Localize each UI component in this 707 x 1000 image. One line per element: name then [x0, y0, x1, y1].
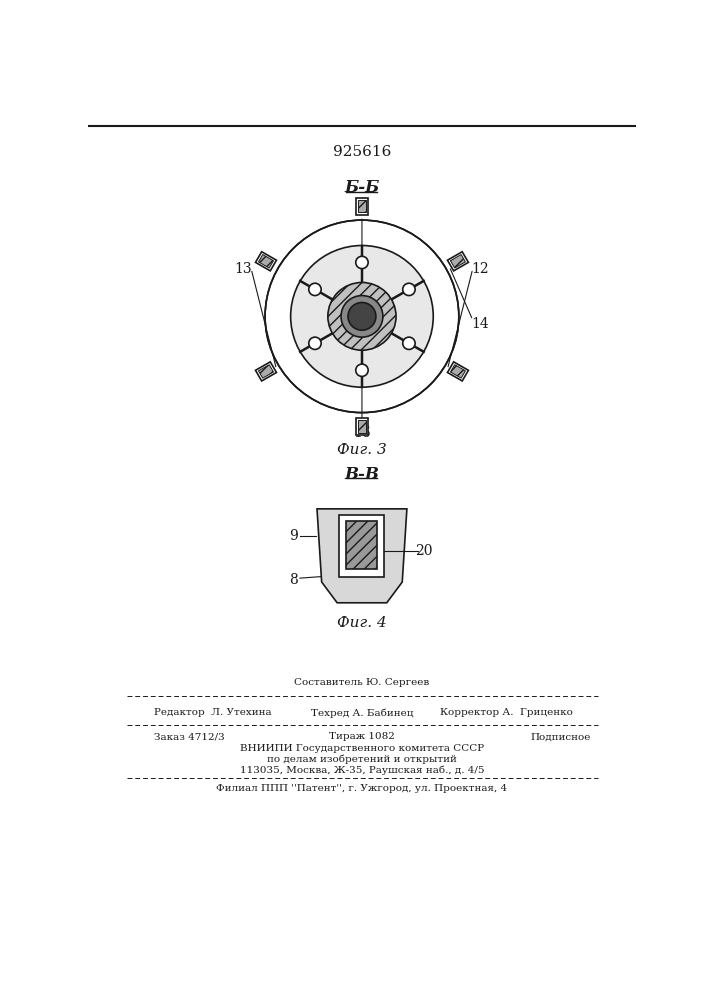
Polygon shape	[450, 365, 465, 378]
Text: 113035, Москва, Ж-35, Раушская наб., д. 4/5: 113035, Москва, Ж-35, Раушская наб., д. …	[240, 765, 484, 775]
Circle shape	[356, 364, 368, 376]
Polygon shape	[317, 509, 407, 603]
Circle shape	[341, 296, 383, 337]
Text: 925616: 925616	[333, 145, 391, 159]
Text: 16: 16	[353, 426, 370, 440]
Circle shape	[348, 302, 376, 330]
Text: Редактор  Л. Утехина: Редактор Л. Утехина	[154, 708, 272, 717]
Polygon shape	[358, 420, 366, 433]
Text: 20: 20	[415, 544, 433, 558]
Polygon shape	[356, 418, 368, 435]
Circle shape	[403, 337, 415, 349]
Circle shape	[328, 282, 396, 350]
Text: Подписное: Подписное	[530, 732, 590, 741]
Text: 8: 8	[289, 573, 298, 587]
Polygon shape	[448, 362, 469, 381]
Polygon shape	[450, 255, 465, 268]
Text: 14: 14	[472, 317, 489, 331]
Text: ВНИИПИ Государственного комитета СССР: ВНИИПИ Государственного комитета СССР	[240, 744, 484, 753]
Bar	[339, 515, 385, 577]
Circle shape	[309, 337, 321, 349]
Text: В-В: В-В	[344, 466, 380, 483]
Text: 12: 12	[472, 262, 489, 276]
Circle shape	[356, 256, 368, 269]
Text: по делам изобретений и открытий: по делам изобретений и открытий	[267, 754, 457, 764]
Text: Б-Б: Б-Б	[344, 179, 380, 196]
Polygon shape	[255, 362, 276, 381]
Circle shape	[403, 283, 415, 296]
Text: Заказ 4712/3: Заказ 4712/3	[154, 732, 225, 741]
Polygon shape	[356, 198, 368, 215]
Text: Корректор А.  Гриценко: Корректор А. Гриценко	[440, 708, 573, 717]
Polygon shape	[259, 255, 274, 268]
Text: Филиал ППП ''Патент'', г. Ужгород, ул. Проектная, 4: Филиал ППП ''Патент'', г. Ужгород, ул. П…	[216, 784, 508, 793]
Text: Тираж 1082: Тираж 1082	[329, 732, 395, 741]
Text: 9: 9	[289, 529, 298, 543]
Bar	[346, 521, 378, 569]
Polygon shape	[255, 252, 276, 271]
Polygon shape	[448, 252, 469, 271]
Text: 13: 13	[235, 262, 252, 276]
Text: Техред А. Бабинец: Техред А. Бабинец	[310, 708, 413, 718]
Text: Составитель Ю. Сергеев: Составитель Ю. Сергеев	[294, 678, 430, 687]
Text: Фиг. 3: Фиг. 3	[337, 443, 387, 457]
Polygon shape	[358, 200, 366, 212]
Circle shape	[291, 246, 433, 387]
Polygon shape	[259, 365, 274, 378]
Circle shape	[309, 283, 321, 296]
Circle shape	[265, 220, 459, 413]
Text: Фиг. 4: Фиг. 4	[337, 616, 387, 630]
